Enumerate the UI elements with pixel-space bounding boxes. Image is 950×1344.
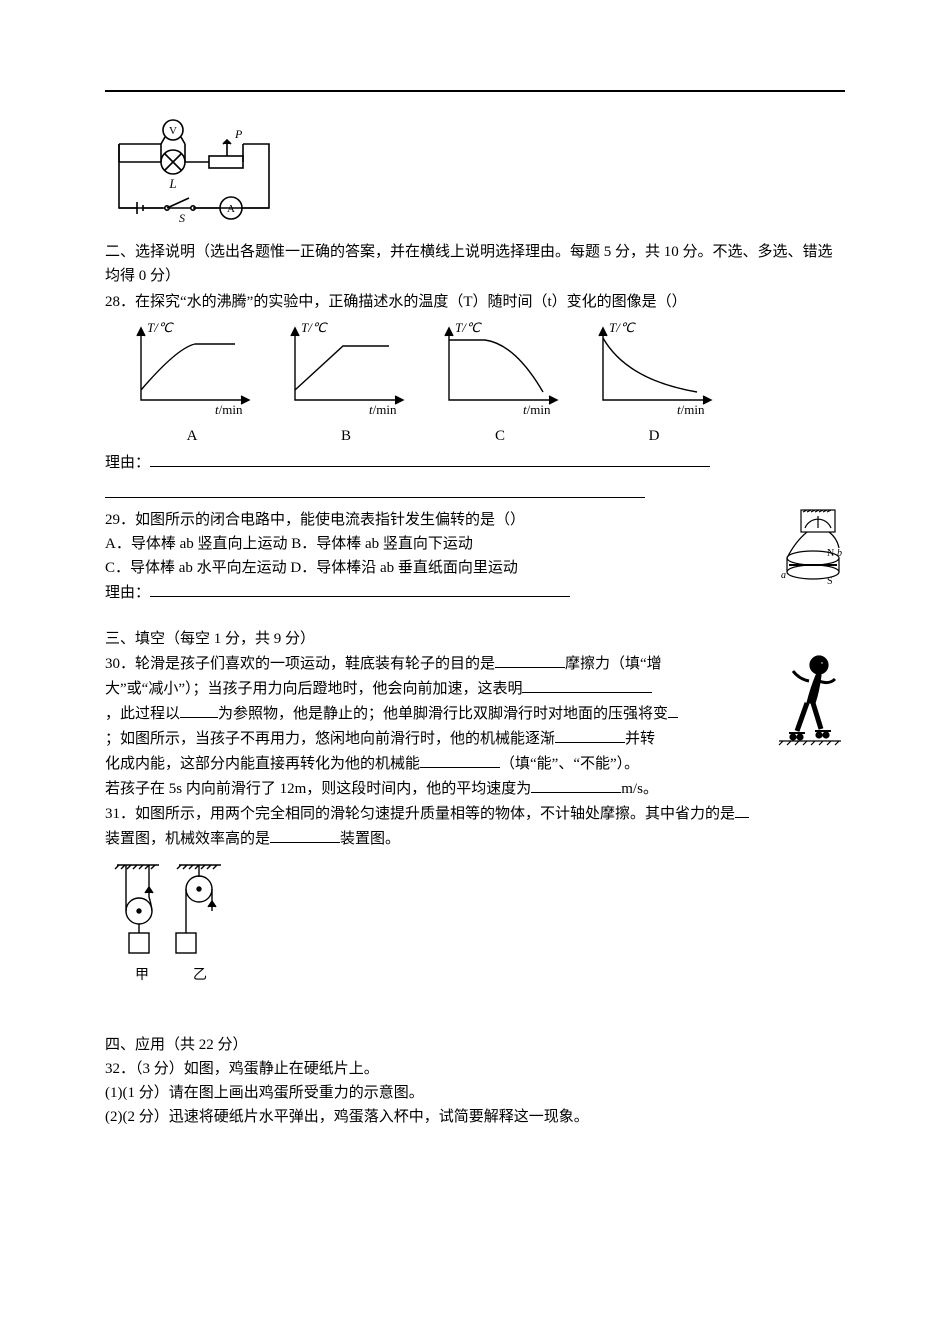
svg-text:P: P <box>234 127 243 141</box>
q32-sub2: (2)(2 分）迅速将硬纸片水平弹出，鸡蛋落入杯中，试简要解释这一现象。 <box>105 1105 845 1129</box>
q29-reason-label: 理由： <box>105 585 150 601</box>
blank <box>668 701 678 718</box>
svg-text:L: L <box>168 176 176 191</box>
q31-line1: 31．如图所示，用两个完全相同的滑轮匀速提升质量相等的物体，不计轴处摩擦。其中省… <box>105 801 845 826</box>
svg-text:V: V <box>169 125 177 137</box>
svg-text:a: a <box>781 570 786 581</box>
blank <box>555 726 625 743</box>
skater-figure <box>775 651 845 759</box>
blank <box>522 676 652 693</box>
circuit-figure-q27: V L P <box>109 116 845 234</box>
q30-text: 30．轮滑是孩子们喜欢的一项运动，鞋底装有轮子的目的是摩擦力（填“增 大”或“减… <box>105 651 767 776</box>
section-3-heading: 三、填空（每空 1 分，共 9 分） <box>105 627 845 651</box>
axis-x-unit: /min <box>219 402 243 417</box>
q28-graph-B: T/℃ t/min B <box>271 318 421 448</box>
q32-sub1: (1)(1 分）请在图上画出鸡蛋所受重力的示意图。 <box>105 1081 845 1105</box>
q28-label-B: B <box>271 424 421 448</box>
blank-line-2 <box>105 481 645 498</box>
q28-reason-row: 理由： <box>105 450 845 475</box>
svg-text:S: S <box>827 576 833 587</box>
q31-line2: 装置图，机械效率高的是装置图。 <box>105 826 845 851</box>
svg-text:b: b <box>837 548 842 559</box>
blank <box>495 651 565 668</box>
blank <box>180 701 218 718</box>
svg-text:t/min: t/min <box>369 402 397 417</box>
q29-emi-figure: N S a b <box>773 508 845 598</box>
section-2-heading: 二、选择说明（选出各题惟一正确的答案，并在横线上说明选择理由。每题 5 分，共 … <box>105 240 845 288</box>
q28-graphs-row: T/℃ t/min A T/℃ t/min B <box>117 318 845 448</box>
q28-stem: 28．在探究“水的沸腾”的实验中，正确描述水的温度（T）随时间（t）变化的图像是… <box>105 290 845 314</box>
svg-text:T/℃: T/℃ <box>301 320 328 335</box>
q28-label-C: C <box>425 424 575 448</box>
svg-text:N: N <box>827 548 834 559</box>
svg-text:T/℃: T/℃ <box>455 320 482 335</box>
q28-label-A: A <box>117 424 267 448</box>
blank <box>735 801 749 818</box>
q31-pulley-figure: 甲 乙 <box>109 857 845 1005</box>
label-yi: 乙 <box>193 967 207 983</box>
q28-label-D: D <box>579 424 729 448</box>
q29-opts-cd: C．导体棒 ab 水平向左运动 D．导体棒沿 ab 垂直纸面向里运动 <box>105 556 765 580</box>
blank-line <box>150 450 710 467</box>
blank <box>531 776 621 793</box>
label-jia: 甲 <box>135 968 149 983</box>
q28-graph-C: T/℃ t/min C <box>425 318 575 448</box>
top-border-rule <box>105 90 845 92</box>
q32-stem: 32．（3 分）如图，鸡蛋静止在硬纸片上。 <box>105 1057 845 1081</box>
svg-text:t/min: t/min <box>677 402 705 417</box>
q29-reason-row: 理由： <box>105 580 765 605</box>
svg-text:S: S <box>179 211 185 225</box>
blank-line <box>150 580 570 597</box>
exam-page: V L P <box>0 0 950 1344</box>
axis-y-label: T/℃ <box>147 320 174 335</box>
svg-text:T/℃: T/℃ <box>147 320 174 335</box>
q29-stem: 29．如图所示的闭合电路中，能使电流表指针发生偏转的是（） <box>105 508 765 532</box>
svg-text:t/min: t/min <box>523 402 551 417</box>
section-4-heading: 四、应用（共 22 分） <box>105 1033 845 1057</box>
svg-text:t/min: t/min <box>215 402 243 417</box>
svg-text:A: A <box>227 203 235 215</box>
blank <box>420 751 500 768</box>
q29-opts-ab: A．导体棒 ab 竖直向上运动 B．导体棒 ab 竖直向下运动 <box>105 532 765 556</box>
q28-graph-A: T/℃ t/min A <box>117 318 267 448</box>
q28-graph-D: T/℃ t/min D <box>579 318 729 448</box>
q28-reason-label: 理由： <box>105 455 150 471</box>
blank <box>270 826 340 843</box>
svg-text:T/℃: T/℃ <box>609 320 636 335</box>
